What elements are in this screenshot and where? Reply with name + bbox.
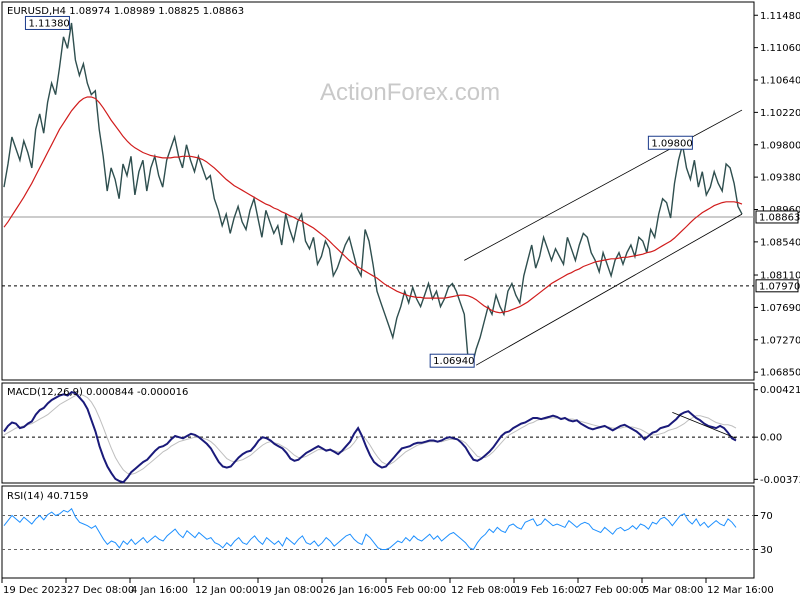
support-level-tag-bg [755,279,799,293]
price-tick-label: 1.07690 [760,303,800,314]
annotation-box [647,135,693,150]
price-plot [3,22,743,367]
time-tick-label: 4 Jan 16:00 [131,585,188,596]
macd-series-macd [3,390,737,484]
price-panel-header: EURUSD,H4 1.08974 1.08989 1.08825 1.0886… [7,6,244,17]
price-annotations: 1.11380 1.09800 1.06940 [24,15,693,368]
annotation-box [24,15,70,30]
annotation-label: 1.06940 [433,356,474,367]
price-axis-ticks: 1.11480 1.11060 1.10640 1.10220 1.09800 1.093… [754,11,800,379]
time-tick-label: 12 Jan 00:00 [195,585,258,596]
macd-series-signal [3,393,737,475]
time-tick-label: 12 Mar 16:00 [707,585,774,596]
time-tick-label: 27 Feb 00:00 [579,585,645,596]
price-tick-label: 1.07270 [760,335,800,346]
current-price-tag-bg [755,210,799,224]
rsi-panel-header: RSI(14) 40.7159 [7,491,88,502]
price-series-close [3,22,743,367]
time-tick-label: 5 Mar 08:00 [643,585,703,596]
macd-trendline [672,411,737,439]
support-level-tag: 1.07970 [759,281,800,292]
time-axis: 19 Dec 2023 27 Dec 08:004 Jan 16:00 12 Jan… [1,578,774,596]
current-price-tag: 1.08863 [759,212,800,223]
channel-line-upper [464,109,743,261]
time-tick-label: 19 Jan 08:00 [259,585,322,596]
annotation-box [429,353,475,368]
rsi-series-rsi [3,507,737,551]
price-series-sma [3,96,743,314]
price-panel-frame [1,1,755,381]
macd-tick-label: -0.003739 [760,475,800,486]
macd-tick-label: 0.00 [760,433,782,444]
price-tick-label: 1.10640 [760,76,800,87]
macd-plot: 0.00421 0.00 -0.003739 [2,385,800,486]
rsi-panel-frame [1,485,755,579]
time-tick-label: 5 Feb 00:00 [387,585,446,596]
time-tick-label: 19 Feb 16:00 [515,585,581,596]
price-tick-label: 1.11060 [760,43,800,54]
time-tick-label: 27 Dec 08:00 [67,585,134,596]
annotation-label: 1.11380 [28,18,69,29]
price-tick-label: 1.10220 [760,108,800,119]
channel-line-lower [475,213,743,366]
price-tick-label: 1.11480 [760,11,800,22]
watermark-text: ActionForex.com [320,79,500,106]
price-tick-label: 1.06850 [760,368,800,379]
rsi-tick-label: 30 [760,545,773,556]
annotation-label: 1.09800 [651,138,692,149]
macd-panel-header: MACD(12,26,9) 0.000844 -0.000016 [7,387,188,398]
price-tick-label: 1.08540 [760,237,800,248]
time-tick-label: 26 Jan 16:00 [323,585,386,596]
macd-tick-label: 0.00421 [760,385,800,396]
rsi-plot: 70 30 [2,507,773,556]
price-tick-label: 1.09800 [760,140,800,151]
price-tick-label: 1.09380 [760,173,800,184]
price-tick-label: 1.08110 [760,271,800,282]
time-tick-label: 19 Dec 2023 [3,585,67,596]
time-tick-label: 12 Feb 08:00 [451,585,517,596]
macd-panel-frame [1,382,755,484]
rsi-tick-label: 70 [760,511,773,522]
